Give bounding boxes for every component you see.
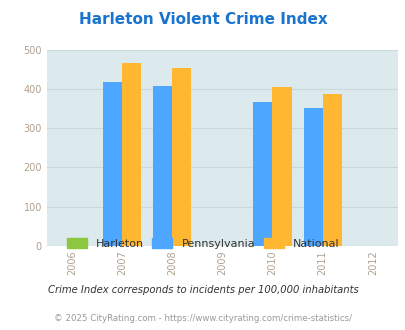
Legend: Harleton, Pennsylvania, National: Harleton, Pennsylvania, National	[62, 234, 343, 253]
Bar	[272, 87, 291, 246]
Bar	[122, 63, 141, 246]
Text: Crime Index corresponds to incidents per 100,000 inhabitants: Crime Index corresponds to incidents per…	[47, 285, 358, 295]
Text: © 2025 CityRating.com - https://www.cityrating.com/crime-statistics/: © 2025 CityRating.com - https://www.city…	[54, 314, 351, 323]
Bar	[303, 108, 322, 246]
Bar	[253, 102, 272, 246]
Bar	[172, 68, 191, 246]
Text: Harleton Violent Crime Index: Harleton Violent Crime Index	[79, 12, 326, 26]
Bar	[322, 94, 341, 246]
Bar	[102, 82, 122, 246]
Bar	[153, 85, 172, 246]
